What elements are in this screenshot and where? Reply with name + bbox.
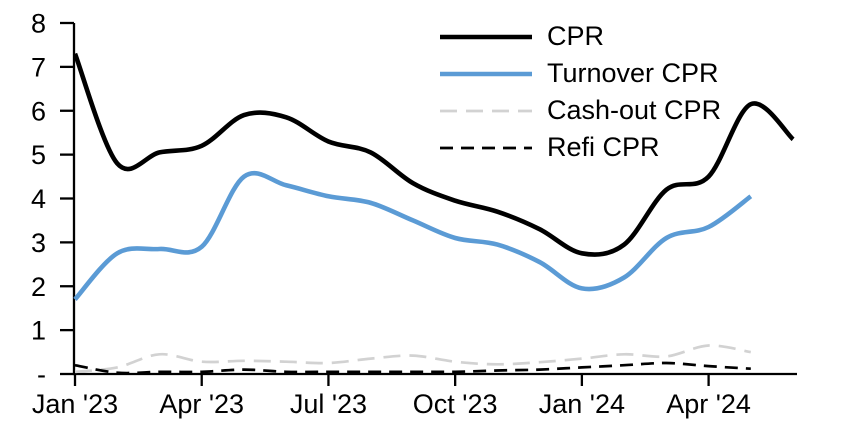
x-tick-label: Apr '23 [159, 389, 244, 419]
y-tick-label: 3 [31, 228, 46, 258]
legend-label-refi-cpr: Refi CPR [547, 132, 660, 162]
y-tick-label: 5 [31, 140, 46, 170]
x-tick-label: Apr '24 [666, 389, 751, 419]
y-tick-label: 7 [31, 52, 46, 82]
y-tick-label: - [37, 360, 46, 390]
legend-item-turnover-cpr: Turnover CPR [438, 55, 721, 92]
y-tick-label: 4 [31, 184, 46, 214]
series-line-cpr [72, 52, 795, 257]
legend-label-cpr: CPR [547, 21, 605, 51]
legend-line-refi-cpr [440, 146, 532, 149]
x-tick-label: Jul '23 [290, 389, 367, 419]
legend-label-turnover-cpr: Turnover CPR [547, 58, 719, 88]
x-tick-label: Jan '23 [32, 389, 118, 419]
series-line-cash-out-cpr [74, 344, 752, 374]
y-tick-label: 6 [31, 96, 46, 126]
legend-item-refi-cpr: Refi CPR [438, 129, 721, 166]
y-tick-label: 2 [31, 272, 46, 302]
series-line-turnover-cpr [73, 170, 753, 301]
legend-line-cpr [440, 34, 532, 39]
legend-label-cashout-cpr: Cash-out CPR [547, 95, 722, 125]
x-tick-label: Oct '23 [413, 389, 498, 419]
chart-legend: CPR Turnover CPR Cash-out CPR Refi CPR [438, 18, 721, 166]
y-tick-label: 1 [31, 316, 46, 346]
y-tick-label: 8 [31, 9, 46, 39]
series-line-refi-cpr [74, 361, 751, 375]
legend-line-turnover-cpr [440, 71, 532, 76]
legend-line-cashout-cpr [440, 109, 532, 112]
legend-item-cpr: CPR [438, 18, 721, 55]
legend-item-cashout-cpr: Cash-out CPR [438, 92, 721, 129]
x-tick-label: Jan '24 [539, 389, 625, 419]
